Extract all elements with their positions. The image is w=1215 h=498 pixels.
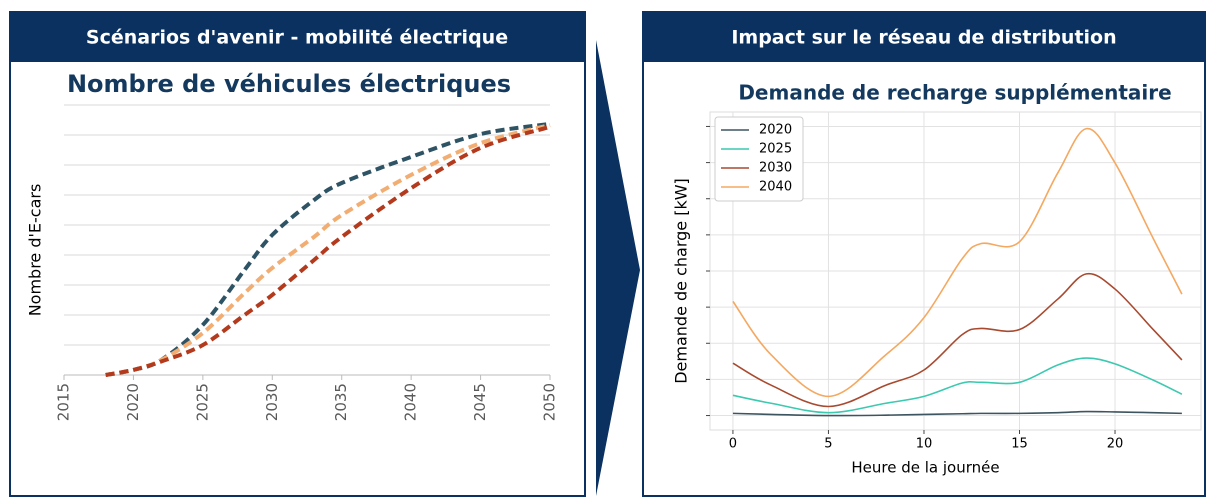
x-tick-label: 2035 — [332, 383, 350, 421]
x-tick-label: 2030 — [263, 383, 281, 421]
x-tick-label: 2040 — [402, 383, 420, 421]
x-tick-label: 2025 — [193, 383, 211, 421]
x-tick-label: 2050 — [541, 383, 559, 421]
chart-title: Nombre de véhicules électriques — [67, 70, 511, 98]
chart-title: Demande de recharge supplémentaire — [738, 81, 1171, 105]
legend-label: 2040 — [759, 180, 792, 195]
panel-header: Scénarios d'avenir - mobilité électrique — [86, 27, 508, 49]
legend-label: 2025 — [759, 142, 792, 157]
arrow — [596, 40, 640, 496]
series-line — [732, 127, 1183, 398]
x-axis-label: Heure de la journée — [851, 459, 999, 477]
x-tick-label: 2015 — [55, 383, 73, 421]
x-tick-label: 5 — [824, 437, 832, 452]
x-tick-label: 2020 — [124, 383, 142, 421]
right-header — [643, 12, 1205, 62]
legend-label: 2030 — [759, 161, 792, 176]
y-axis-label: Nombre d'E-cars — [26, 184, 45, 317]
series-line — [732, 410, 1182, 417]
y-axis-label: Demande de charge [kW] — [672, 178, 691, 384]
legend-box — [714, 116, 804, 202]
x-tick-label: 0 — [729, 437, 737, 452]
x-tick-label: 20 — [1107, 437, 1124, 452]
left-panel — [9, 11, 586, 497]
legend-label: 2020 — [759, 123, 792, 138]
series-line — [105, 124, 551, 377]
left-header — [10, 12, 585, 62]
series-line — [732, 272, 1183, 408]
series-line — [732, 357, 1183, 414]
panel-header: Impact sur le réseau de distribution — [731, 27, 1116, 49]
x-tick-label: 15 — [1011, 437, 1028, 452]
x-tick-label: 2045 — [471, 383, 489, 421]
x-tick-label: 10 — [916, 437, 933, 452]
